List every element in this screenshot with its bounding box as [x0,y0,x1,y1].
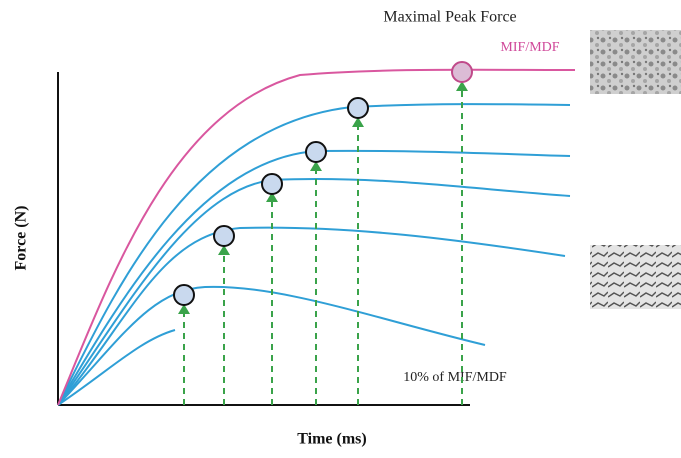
curve [57,285,486,406]
curve-label: 10% of MIF/MDF [403,370,507,385]
y-axis-label: Force (N) [13,206,30,271]
curve [57,226,566,406]
photo [590,30,681,94]
photo [590,245,681,309]
peak-markers [173,61,473,405]
x-axis-label: Time (ms) [297,431,366,448]
curve [57,103,571,406]
curve-label: MIF/MDF [500,40,559,55]
curve [57,149,571,406]
title: Maximal Peak Force [383,9,516,26]
curve [57,329,176,406]
